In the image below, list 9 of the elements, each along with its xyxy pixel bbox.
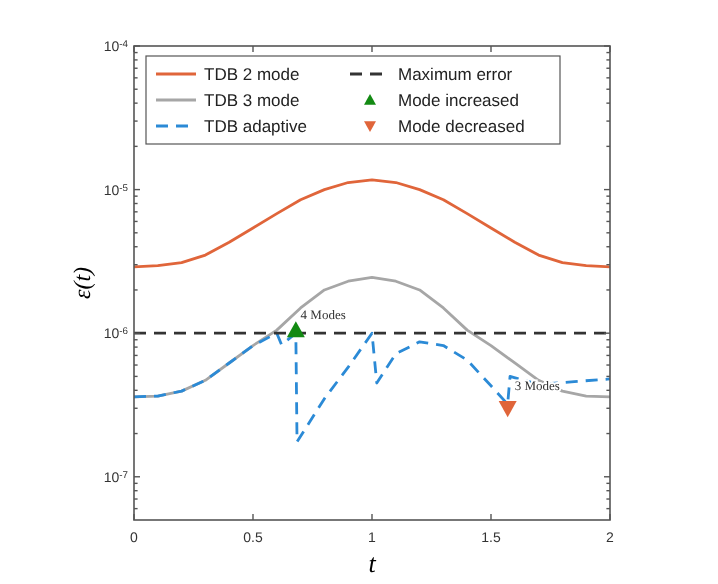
- legend-label: Mode decreased: [398, 116, 526, 136]
- legend-label: Mode increased: [398, 90, 520, 110]
- x-axis-title: t: [368, 548, 377, 578]
- y-axis-title: ε(t): [68, 266, 96, 300]
- line-series: [134, 178, 610, 269]
- legend-label: Maximum error: [398, 64, 513, 84]
- legend-label: TDB 3 mode: [204, 90, 300, 110]
- legend-label: TDB 2 mode: [204, 64, 300, 84]
- legend-label: TDB adaptive: [204, 116, 308, 136]
